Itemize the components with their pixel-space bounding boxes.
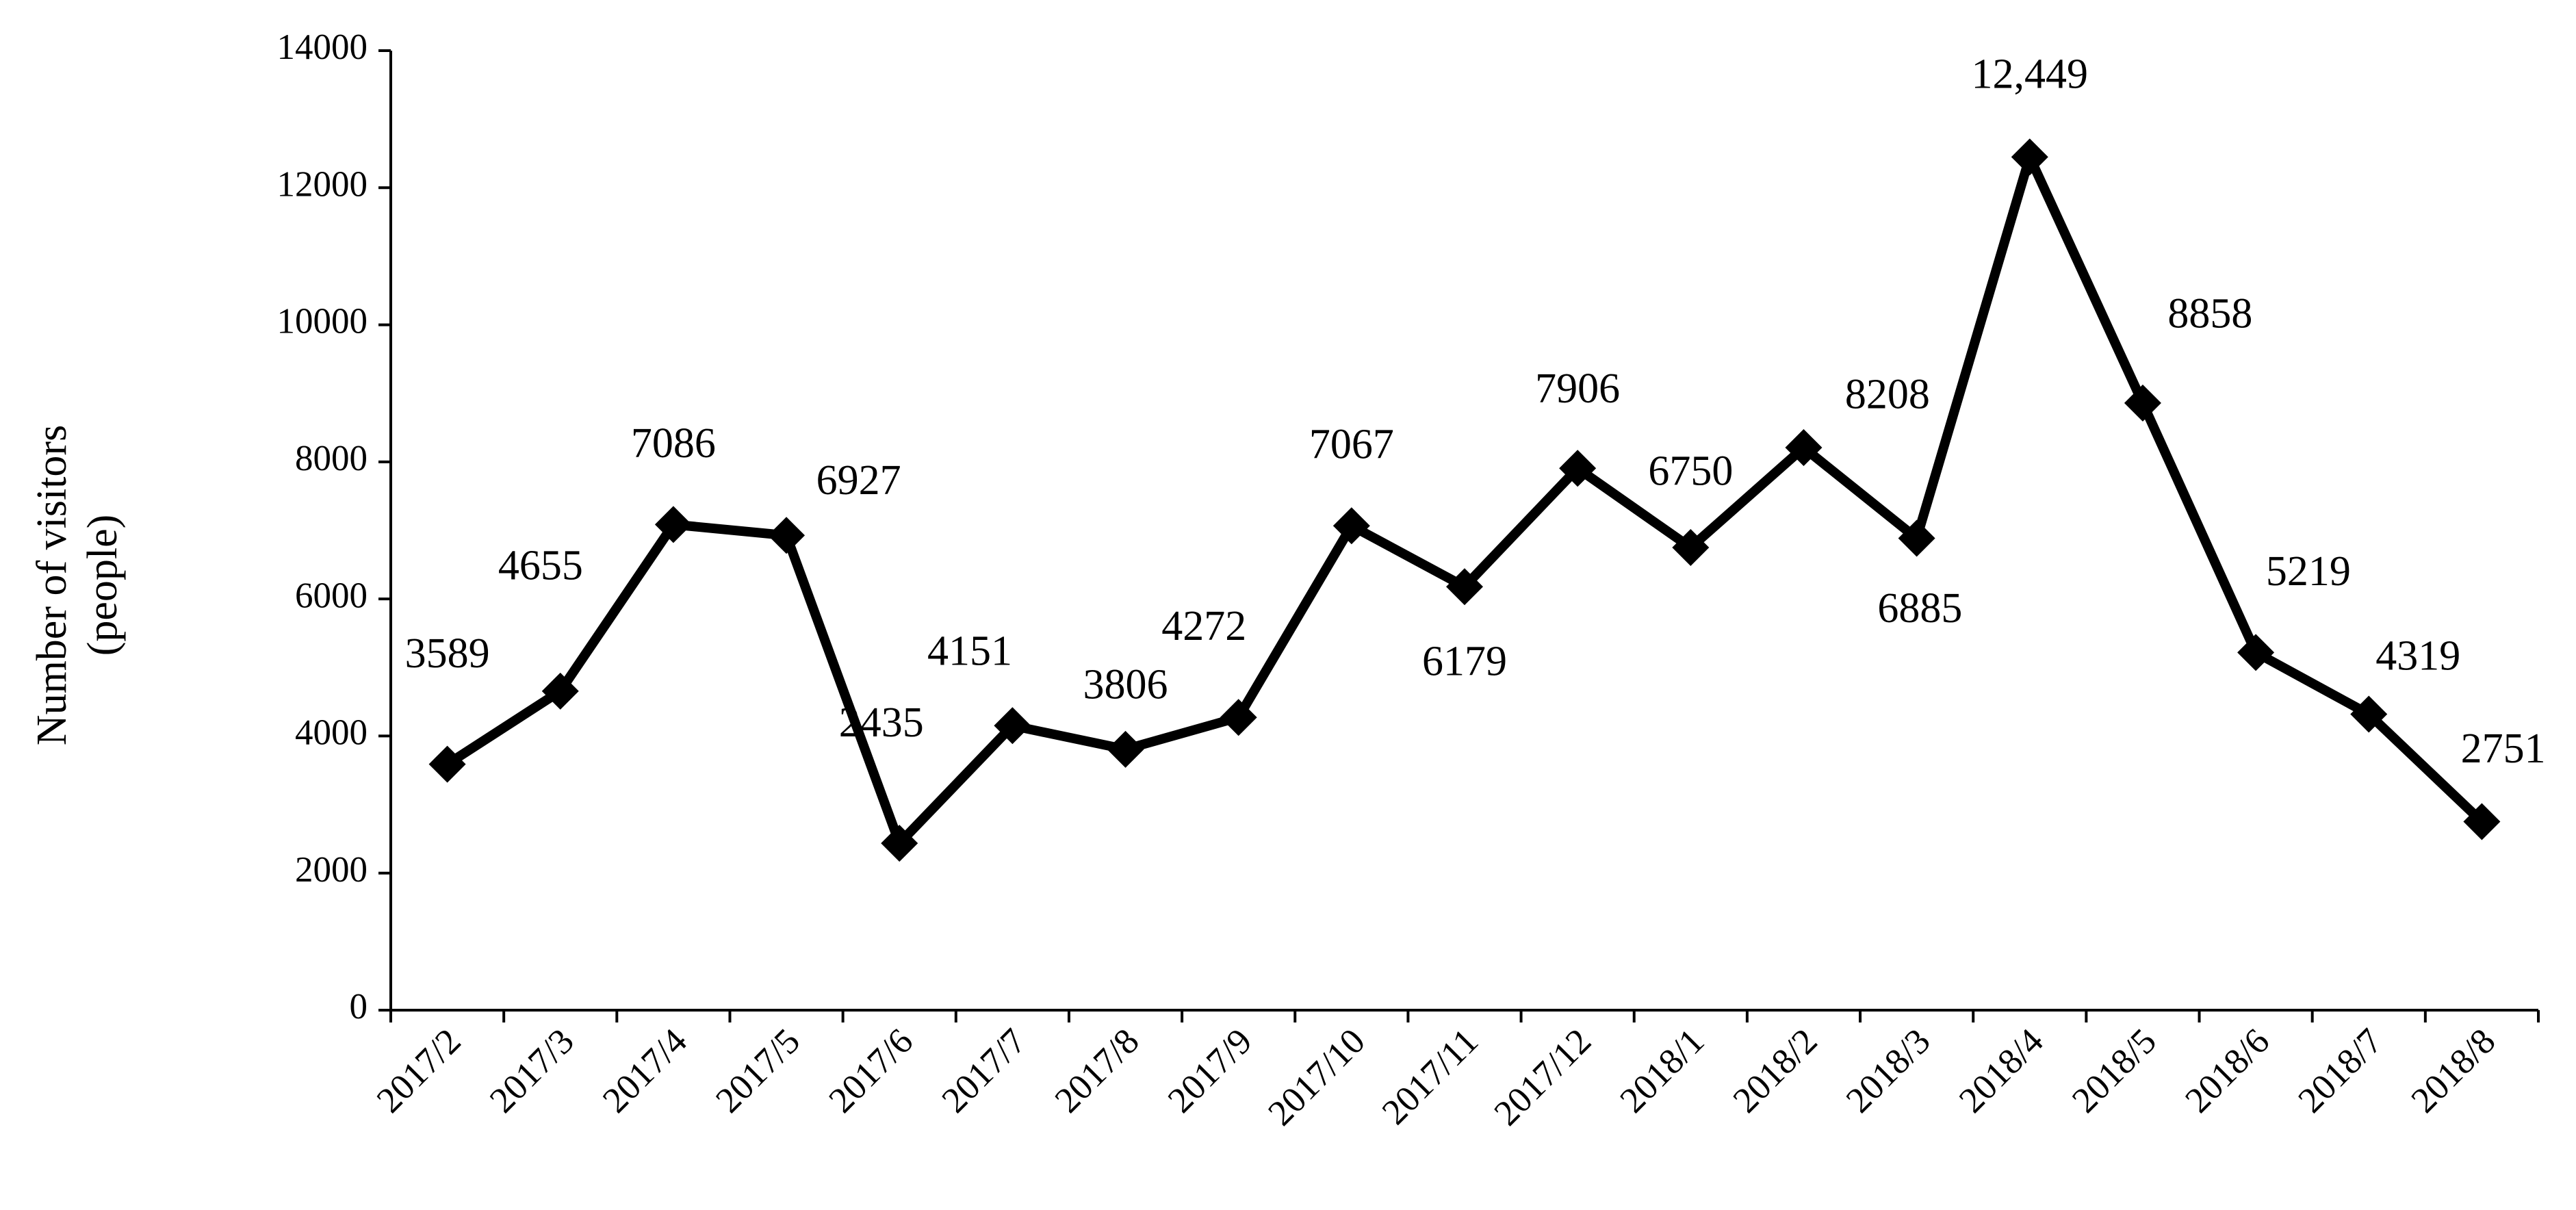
series-line bbox=[444, 143, 2486, 853]
x-tick-label: 2017/10 bbox=[1261, 1021, 1373, 1133]
x-tick-label: 2018/1 bbox=[1612, 1021, 1712, 1120]
data-label: 8858 bbox=[2167, 290, 2252, 337]
data-label: 6179 bbox=[1422, 639, 1507, 685]
y-tick-label: 12000 bbox=[277, 164, 368, 204]
x-tick-label: 2018/2 bbox=[1725, 1021, 1825, 1120]
y-tick-label: 0 bbox=[350, 987, 368, 1027]
x-tick-label: 2017/5 bbox=[708, 1021, 808, 1120]
marker bbox=[1446, 568, 1483, 606]
data-label: 2435 bbox=[839, 699, 924, 746]
data-label: 3806 bbox=[1083, 661, 1168, 708]
marker bbox=[768, 517, 806, 554]
x-tick-label: 2017/9 bbox=[1161, 1021, 1260, 1120]
data-label: 4655 bbox=[498, 542, 583, 589]
y-tick-label: 6000 bbox=[295, 576, 368, 615]
y-tick-label: 2000 bbox=[295, 850, 368, 890]
data-label: 6750 bbox=[1648, 448, 1733, 495]
x-tick-label: 2017/7 bbox=[934, 1021, 1033, 1120]
marker bbox=[1559, 450, 1597, 487]
marker bbox=[1785, 429, 1822, 467]
marker bbox=[2237, 634, 2275, 671]
marker bbox=[1672, 529, 1710, 567]
data-label: 2751 bbox=[2461, 725, 2546, 772]
x-tick-label: 2018/6 bbox=[2178, 1021, 2277, 1120]
marker bbox=[1332, 507, 1370, 545]
marker bbox=[541, 672, 579, 710]
y-tick-label: 4000 bbox=[295, 713, 368, 753]
y-tick-label: 14000 bbox=[277, 27, 368, 67]
y-axis-title: (people) bbox=[79, 515, 126, 656]
marker bbox=[881, 825, 918, 862]
x-tick-label: 2018/8 bbox=[2404, 1021, 2503, 1120]
data-label: 7906 bbox=[1535, 365, 1620, 412]
data-label: 8208 bbox=[1845, 371, 1930, 417]
y-tick-label: 8000 bbox=[295, 439, 368, 478]
x-tick-label: 2018/3 bbox=[1839, 1021, 1938, 1120]
marker bbox=[1898, 519, 1935, 557]
data-label: 7067 bbox=[1309, 422, 1394, 468]
x-tick-label: 2018/5 bbox=[2065, 1021, 2164, 1120]
x-tick-label: 2017/8 bbox=[1047, 1021, 1146, 1120]
data-label: 6885 bbox=[1877, 585, 1962, 632]
data-label: 7086 bbox=[631, 420, 716, 467]
data-label: 12,449 bbox=[1972, 51, 2089, 97]
marker bbox=[654, 506, 692, 543]
x-tick-label: 2018/4 bbox=[1952, 1021, 2051, 1120]
marker bbox=[2124, 384, 2161, 422]
data-label: 3589 bbox=[405, 630, 490, 677]
x-tick-label: 2017/12 bbox=[1486, 1021, 1599, 1133]
x-tick-label: 2017/3 bbox=[482, 1021, 582, 1120]
data-label: 6927 bbox=[816, 457, 901, 504]
data-label: 4272 bbox=[1161, 603, 1246, 649]
y-axis-title: Number of visitors bbox=[29, 425, 75, 745]
data-label: 5219 bbox=[2266, 548, 2351, 595]
marker bbox=[1107, 730, 1144, 768]
x-tick-label: 2018/7 bbox=[2291, 1021, 2390, 1120]
x-tick-label: 2017/2 bbox=[370, 1021, 469, 1120]
data-label: 4319 bbox=[2375, 633, 2460, 680]
marker bbox=[428, 745, 466, 783]
x-tick-label: 2017/4 bbox=[595, 1021, 695, 1120]
x-tick-label: 2017/6 bbox=[821, 1021, 920, 1120]
marker bbox=[994, 707, 1031, 745]
marker bbox=[2350, 695, 2388, 733]
data-label: 4151 bbox=[927, 628, 1012, 674]
y-tick-label: 10000 bbox=[277, 302, 368, 342]
marker bbox=[1220, 699, 1257, 736]
x-tick-label: 2017/11 bbox=[1375, 1021, 1486, 1132]
marker bbox=[2011, 138, 2048, 176]
marker bbox=[2463, 803, 2501, 840]
